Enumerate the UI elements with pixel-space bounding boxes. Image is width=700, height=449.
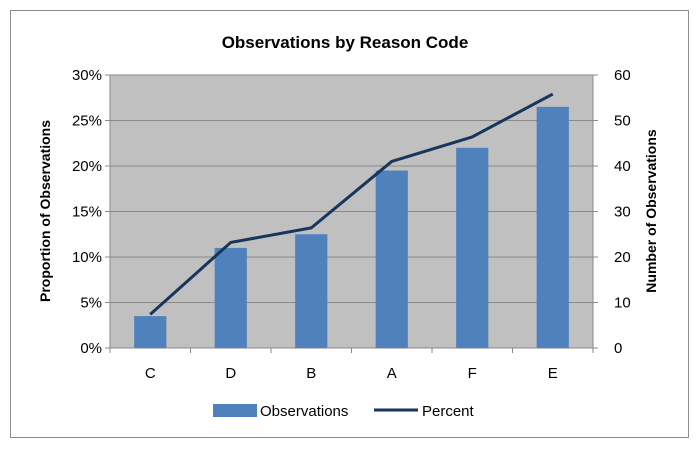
line-series	[149, 92, 554, 316]
bar	[536, 106, 569, 348]
right-tick-label: 0	[614, 340, 622, 357]
x-tick-label: E	[548, 365, 558, 382]
left-axis-ticks: 0% 5% 10% 15% 20% 25% 30%	[72, 67, 110, 357]
left-tick-label: 5%	[80, 295, 102, 312]
percent-line	[149, 92, 554, 316]
x-tick-label: C	[145, 365, 156, 382]
chart-title: Observations by Reason Code	[222, 33, 469, 52]
right-tick-label: 50	[614, 113, 631, 130]
left-tick-label: 30%	[72, 67, 102, 84]
left-tick-label: 0%	[80, 340, 102, 357]
left-tick-label: 15%	[72, 204, 102, 221]
bar	[375, 170, 408, 348]
x-tick-label: D	[225, 365, 236, 382]
right-tick-label: 20	[614, 249, 631, 266]
right-tick-label: 30	[614, 204, 631, 221]
bar	[134, 316, 167, 348]
y-axis-label-right: Number of Observations	[643, 129, 659, 293]
legend-swatch-bar	[213, 404, 257, 417]
x-tick-label: A	[387, 365, 397, 382]
bar-series	[134, 106, 569, 348]
x-tick-label: B	[306, 365, 316, 382]
right-tick-label: 40	[614, 158, 631, 175]
y-axis-label-left: Proportion of Observations	[37, 120, 53, 302]
grid-lines	[110, 120, 593, 303]
left-tick-label: 25%	[72, 113, 102, 130]
x-tick-label: F	[468, 365, 477, 382]
right-tick-label: 10	[614, 295, 631, 312]
bar	[295, 234, 328, 348]
right-axis-ticks: 0 10 20 30 40 50 60	[593, 67, 631, 357]
legend: Observations Percent	[213, 403, 475, 420]
bar	[214, 247, 247, 348]
left-tick-label: 10%	[72, 249, 102, 266]
left-tick-label: 20%	[72, 158, 102, 175]
legend-label-observations: Observations	[260, 403, 348, 420]
legend-label-percent: Percent	[422, 403, 475, 420]
bar	[456, 147, 489, 348]
right-tick-label: 60	[614, 67, 631, 84]
